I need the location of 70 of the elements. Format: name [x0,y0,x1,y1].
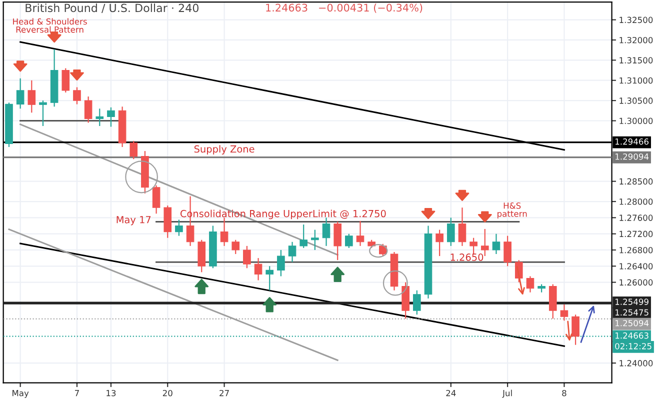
candlestick [73,86,81,105]
candlestick [458,207,466,246]
candlestick [254,258,262,281]
chart-subtitle: 1.24663 −0.00431 (−0.34%) [266,4,422,13]
chart-title: British Pound / U.S. Dollar · 240 [26,4,198,14]
y-tick-label: 1.32500 [620,16,653,24]
x-tick-label: 20 [162,390,172,396]
candlestick [175,219,183,236]
y-tick-label: 1.26400 [620,263,653,270]
annotation: May 17 [116,216,151,226]
candlestick [130,140,138,160]
y-tick-label: 1.27200 [620,230,653,238]
candlestick [107,106,115,128]
candlestick [39,100,47,127]
candlestick [62,68,70,94]
y-tick-label: 1.28000 [620,198,653,205]
legend-label: 1.25475 [615,309,648,316]
y-tick-label: 1.30500 [620,98,653,104]
x-tick-label: 7 [75,390,79,396]
candlestick [277,249,285,277]
y-tick-label: 1.27600 [620,214,653,221]
ref-line-label: 1.24663 [615,332,648,339]
y-tick-label: 1.30000 [620,118,653,124]
candlestick [572,314,580,346]
y-tick-label: 1.31000 [620,77,653,84]
candlestick [345,233,353,249]
candlestick [152,184,160,214]
text: 02:12:25 [615,343,652,350]
candlestick [413,290,421,316]
x-tick-label: 8 [562,390,566,396]
candlestick [232,239,240,255]
annotation: H&S pattern [498,202,527,218]
candlestick [379,243,387,257]
annotation: Supply Zone [194,145,254,155]
candlestick [220,217,228,246]
ref-line-label: 1.29466 [615,138,649,145]
candlestick [526,276,534,293]
y-tick-label: 1.32000 [620,36,653,44]
candlestick [266,266,274,291]
candlestick [504,235,512,267]
candlestick [492,233,500,255]
annotation: Head & Shoulders Reversal Pattern [13,18,87,33]
y-tick-label: 1.28500 [620,178,653,185]
y-tick-label: 1.31500 [620,57,653,64]
candlestick [436,229,444,257]
candlestick [470,237,478,255]
y-tick-label: 1.24000 [620,360,653,366]
x-tick-label: Jul [502,390,512,398]
x-tick-label: 27 [220,390,229,396]
ref-line-label: 1.25499 [615,298,648,305]
candlestick [446,217,455,246]
candlestick [28,80,36,114]
candlestick [243,245,251,269]
x-tick-label: 13 [106,390,116,396]
candlestick [300,224,308,249]
x-tick-label: May [12,390,29,398]
candlestick [334,221,342,261]
ref-line-label: 1.29094 [615,153,649,160]
candlestick [356,220,364,246]
annotation: 1.2650 [450,254,484,261]
ref-line-label: 1.25094 [615,320,649,326]
candlestick [16,78,24,110]
candlestick [288,241,296,263]
candlestick [560,304,568,322]
candlestick [311,229,319,251]
y-tick-label: 1.26800 [620,246,653,254]
y-tick-label: 1.26000 [620,279,653,286]
candlestick [96,108,104,127]
x-tick-label: 24 [446,390,456,396]
candlestick [84,96,92,124]
